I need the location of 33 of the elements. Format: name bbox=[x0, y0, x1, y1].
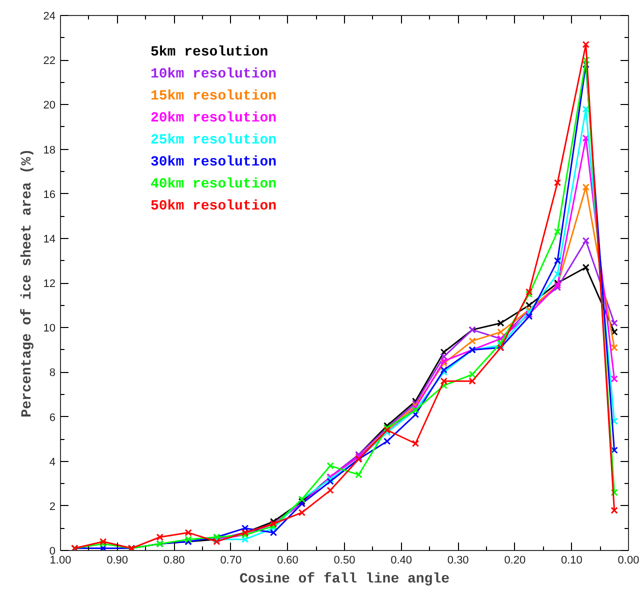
y-tick-label: 4 bbox=[49, 456, 56, 468]
text: 40km resolution bbox=[150, 176, 277, 192]
y-tick-label: 22 bbox=[43, 55, 56, 68]
x-tick-label: 0.10 bbox=[560, 554, 582, 566]
x-tick-label: 0.20 bbox=[504, 554, 526, 566]
y-axis-title: Percentage of ice sheet area (%) bbox=[19, 148, 36, 418]
text: 30km resolution bbox=[150, 154, 277, 170]
x-tick-label: 0.00 bbox=[618, 554, 640, 566]
x-tick-label: 0.50 bbox=[334, 554, 356, 566]
text: 5km resolution bbox=[150, 44, 268, 60]
y-tick-label: 6 bbox=[49, 412, 56, 424]
y-tick-label: 10 bbox=[43, 322, 56, 335]
y-tick-label: 16 bbox=[43, 188, 56, 201]
text: 25km resolution bbox=[150, 132, 277, 148]
text: 50km resolution bbox=[150, 198, 277, 214]
x-tick-label: 1.00 bbox=[50, 554, 72, 566]
y-tick-label: 12 bbox=[43, 278, 56, 290]
x-tick-label: 0.70 bbox=[220, 554, 242, 566]
text: 15km resolution bbox=[150, 88, 277, 104]
x-tick-label: 0.80 bbox=[163, 554, 185, 566]
y-tick-label: 24 bbox=[43, 10, 56, 22]
text: 10km resolution bbox=[150, 66, 277, 82]
x-axis-title: Cosine of fall line angle bbox=[239, 572, 450, 588]
y-tick-label: 8 bbox=[49, 367, 56, 380]
x-tick-label: 0.40 bbox=[390, 554, 412, 566]
x-tick-label: 0.30 bbox=[447, 554, 469, 566]
y-tick-label: 14 bbox=[43, 233, 56, 246]
y-tick-label: 2 bbox=[49, 500, 56, 513]
x-tick-label: 0.60 bbox=[276, 554, 298, 566]
y-tick-label: 18 bbox=[43, 144, 56, 156]
x-tick-label: 0.90 bbox=[106, 554, 128, 566]
y-tick-label: 20 bbox=[43, 100, 56, 112]
text: 20km resolution bbox=[150, 110, 277, 126]
